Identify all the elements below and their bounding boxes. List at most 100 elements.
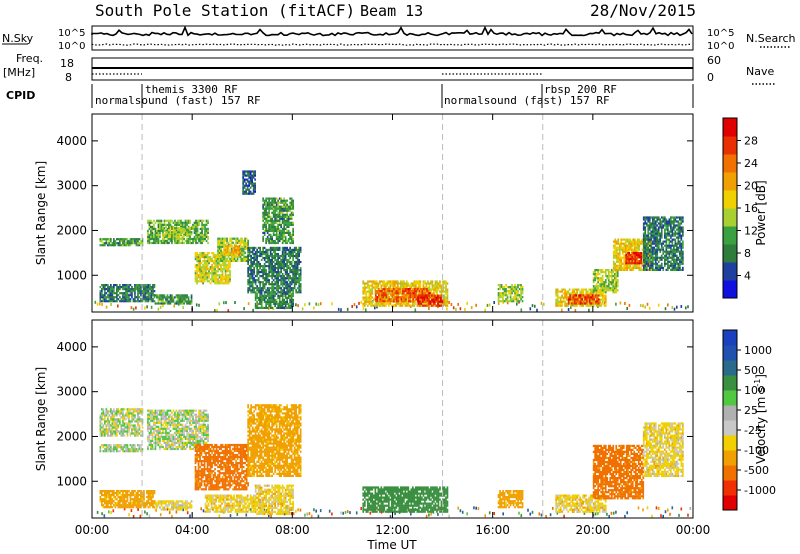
echo-cell <box>175 225 178 228</box>
echo-cell <box>256 248 258 251</box>
echo-cell <box>187 225 190 228</box>
echo-cell <box>271 275 273 278</box>
echo-cell <box>172 229 175 232</box>
echo-cell <box>574 296 577 299</box>
echo-cell <box>290 235 293 238</box>
echo-cell <box>376 292 379 295</box>
echo-cell <box>650 266 653 269</box>
echo-cell <box>500 286 503 289</box>
echo-cell <box>268 225 270 228</box>
echo-cell <box>657 242 660 245</box>
echo-cell <box>283 267 285 270</box>
echo-cell <box>224 237 227 240</box>
echo-cell <box>571 288 574 291</box>
echo-cell <box>217 274 219 277</box>
nave-lo: 0 <box>707 71 714 84</box>
echo-cell <box>154 233 157 236</box>
echo-cell <box>262 207 264 210</box>
echo-cell <box>242 178 244 181</box>
echo-cell <box>274 262 276 266</box>
echo-cell <box>597 304 599 307</box>
echo-cell <box>647 230 650 233</box>
echo-cell <box>154 302 157 305</box>
echo-cell <box>577 298 580 301</box>
echo-cell <box>292 291 294 294</box>
echo-cell <box>171 298 173 301</box>
echo-cell <box>141 290 144 293</box>
echo-cell <box>610 287 613 290</box>
echo-cell <box>271 271 273 274</box>
echo-cell <box>177 235 179 238</box>
echo-cell <box>630 242 633 245</box>
echo-cell <box>281 298 284 301</box>
echo-cell <box>638 246 641 249</box>
echo-cell <box>217 268 219 271</box>
echo-cell <box>292 265 294 268</box>
echo-cell <box>581 298 583 301</box>
echo-cell <box>594 271 596 274</box>
echo-cell <box>227 247 230 250</box>
echo-cell <box>615 279 618 282</box>
echo-cell <box>406 286 408 289</box>
echo-cell <box>250 256 252 260</box>
echo-cell <box>239 251 242 254</box>
echo-cell <box>163 296 166 299</box>
echo-cell <box>380 286 383 289</box>
echo-cell <box>242 190 244 193</box>
echo-cell <box>399 292 401 295</box>
echo-cell <box>153 239 155 243</box>
echo-cell <box>160 239 163 243</box>
echo-cell <box>642 250 645 253</box>
echo-cell <box>600 277 602 280</box>
echo-cell <box>624 252 627 255</box>
echo-cell <box>244 237 246 240</box>
echo-cell <box>281 285 284 288</box>
echo-cell <box>647 234 650 237</box>
echo-cell <box>616 275 619 278</box>
echo-cell <box>204 229 206 232</box>
echo-cell <box>231 251 233 254</box>
echo-cell <box>237 251 239 254</box>
echo-cell <box>157 241 160 245</box>
echo-cell <box>564 288 566 291</box>
echo-cell <box>256 294 258 297</box>
echo-cell <box>272 227 275 230</box>
echo-cell <box>370 302 372 305</box>
echo-cell <box>256 252 258 256</box>
echo-cell <box>201 225 203 228</box>
echo-cell <box>263 256 266 260</box>
echo-cell <box>198 239 200 243</box>
echo-cell <box>259 250 261 254</box>
echo-cell <box>391 304 393 307</box>
scatter-cell <box>657 303 660 307</box>
echo-cell <box>517 290 519 293</box>
echo-cell <box>275 231 278 234</box>
echo-cell <box>171 235 173 238</box>
echo-cell <box>600 298 602 301</box>
echo-cell <box>570 296 572 299</box>
echo-cell <box>644 250 647 253</box>
echo-cell <box>163 219 166 222</box>
echo-cell <box>290 269 293 272</box>
echo-cell <box>436 284 438 287</box>
echo-cell <box>601 292 604 295</box>
echo-cell <box>275 205 278 208</box>
echo-cell <box>635 244 638 247</box>
echo-cell <box>272 273 275 276</box>
echo-cell <box>280 269 282 272</box>
echo-cell <box>574 292 577 295</box>
echo-cell <box>598 289 601 292</box>
echo-cell <box>617 264 620 267</box>
echo-cell <box>420 294 422 297</box>
echo-cell <box>165 239 167 243</box>
echo-cell <box>181 223 184 226</box>
echo-cell <box>224 276 227 279</box>
echo-cell <box>295 262 297 266</box>
echo-cell <box>556 296 559 299</box>
echo-cell <box>101 296 103 299</box>
echo-cell <box>274 277 276 280</box>
scatter-cell <box>135 306 137 310</box>
echo-cell <box>221 243 224 246</box>
echo-cell <box>636 244 639 247</box>
echo-cell <box>152 298 154 301</box>
